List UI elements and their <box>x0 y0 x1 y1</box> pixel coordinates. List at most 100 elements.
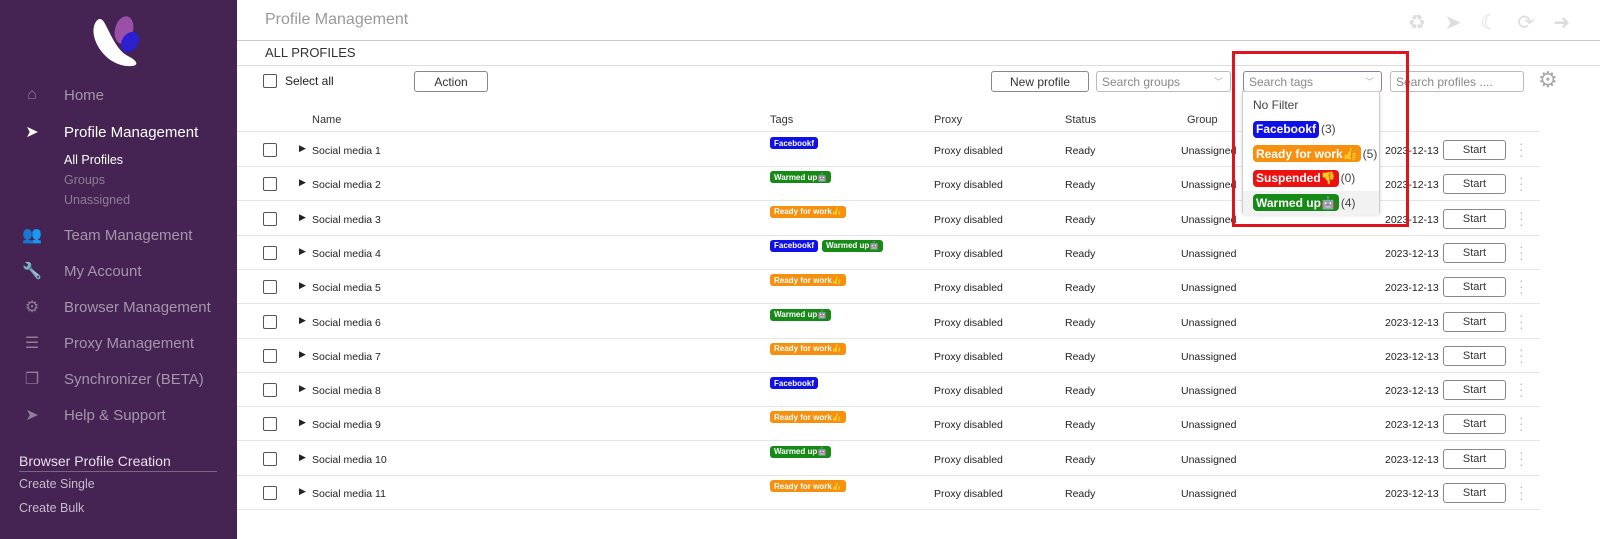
settings-gear-icon[interactable]: ⚙ <box>1538 67 1558 92</box>
start-button[interactable]: Start <box>1443 448 1506 469</box>
table-row[interactable]: ▶ Social media 5 Ready for work 👍 Proxy … <box>237 270 1540 305</box>
table-row[interactable]: ▶ Social media 9 Ready for work 👍 Proxy … <box>237 407 1540 442</box>
start-button[interactable]: Start <box>1443 380 1506 401</box>
tag-label: Warmed up <box>1256 195 1321 210</box>
search-profiles-input[interactable]: Search profiles .... <box>1390 71 1524 92</box>
sidebar-sub-groups[interactable]: Groups <box>64 173 105 187</box>
sidebar-item-label: Synchronizer (BETA) <box>64 370 204 388</box>
row-checkbox[interactable] <box>263 486 277 500</box>
profile-name: Social media 8 <box>312 385 381 398</box>
telegram-icon[interactable]: ➤ <box>1444 12 1462 34</box>
tags-cell: Ready for work 👍 <box>770 411 850 424</box>
sidebar-item-browser-management[interactable]: ⚙ Browser Management <box>0 297 211 317</box>
expand-arrow-icon[interactable]: ▶ <box>299 245 306 256</box>
expand-arrow-icon[interactable]: ▶ <box>299 417 306 428</box>
expand-arrow-icon[interactable]: ▶ <box>299 143 306 153</box>
row-checkbox[interactable] <box>263 383 277 398</box>
table-row[interactable]: ▶ Social media 4 Facebook f Warmed up 🤖 P… <box>237 236 1540 270</box>
status-cell: Ready <box>1065 282 1096 295</box>
table-row[interactable]: ▶ Social media 1 Facebook f Proxy disabl… <box>237 133 1540 167</box>
more-options-icon[interactable]: · · · <box>1519 272 1524 301</box>
more-options-icon[interactable]: · · · <box>1519 409 1524 438</box>
row-checkbox[interactable] <box>263 314 277 329</box>
table-row[interactable]: ▶ Social media 3 Ready for work 👍 Proxy … <box>237 202 1540 236</box>
create-bulk-link[interactable]: Create Bulk <box>19 501 85 515</box>
expand-arrow-icon[interactable]: ▶ <box>299 383 306 394</box>
row-checkbox[interactable] <box>263 417 277 432</box>
more-options-icon[interactable]: · · · <box>1519 478 1524 506</box>
main-content: Profile Management ♻ ➤ ☾ ⟳ ➜ ALL PROFILE… <box>237 0 1600 539</box>
column-proxy[interactable]: Proxy <box>934 114 963 126</box>
column-status[interactable]: Status <box>1065 114 1097 126</box>
dropdown-option-warmed-up[interactable]: Warmed up 🤖 (4) <box>1243 190 1379 215</box>
expand-arrow-icon[interactable]: ▶ <box>299 348 306 359</box>
create-single-link[interactable]: Create Single <box>19 477 95 491</box>
sidebar-item-help-support[interactable]: ➤ Help & Support <box>0 405 165 425</box>
expand-arrow-icon[interactable]: ▶ <box>299 177 306 188</box>
more-options-icon[interactable]: · · · <box>1519 135 1524 163</box>
start-button[interactable]: Start <box>1443 311 1506 332</box>
select-all[interactable]: Select all <box>263 74 334 88</box>
more-options-icon[interactable]: · · · <box>1519 340 1524 369</box>
row-checkbox[interactable] <box>263 143 277 157</box>
sidebar-item-synchronizer-beta-[interactable]: ❐ Synchronizer (BETA) <box>0 369 204 389</box>
row-checkbox[interactable] <box>263 245 277 260</box>
recycle-icon[interactable]: ♻ <box>1407 12 1426 34</box>
sidebar-item-proxy-management[interactable]: ☰ Proxy Management <box>0 333 194 353</box>
start-button[interactable]: Start <box>1443 345 1506 366</box>
select-all-checkbox[interactable] <box>263 74 277 88</box>
column-name[interactable]: Name <box>312 114 342 126</box>
search-groups-select[interactable]: Search groups ﹀ <box>1096 71 1231 92</box>
column-tags[interactable]: Tags <box>770 114 794 126</box>
dropdown-option-ready-for-work[interactable]: Ready for work 👍 (5) <box>1243 142 1379 166</box>
expand-arrow-icon[interactable]: ▶ <box>299 211 306 222</box>
dropdown-option-no-filter[interactable]: No Filter <box>1253 98 1299 112</box>
table-row[interactable]: ▶ Social media 11 Ready for work 👍 Proxy… <box>237 476 1540 510</box>
start-button[interactable]: Start <box>1443 414 1506 435</box>
action-button[interactable]: Action <box>414 71 488 92</box>
start-button[interactable]: Start <box>1443 174 1506 195</box>
sidebar-sub-unassigned[interactable]: Unassigned <box>64 193 131 207</box>
table-row[interactable]: ▶ Social media 6 Warmed up 🤖 Proxy disab… <box>237 305 1540 339</box>
start-button[interactable]: Start <box>1443 242 1506 263</box>
expand-arrow-icon[interactable]: ▶ <box>299 314 306 325</box>
more-options-icon[interactable]: · · · <box>1519 306 1524 335</box>
table-row[interactable]: ▶ Social media 8 Facebook f Proxy disabl… <box>237 373 1540 408</box>
table-row[interactable]: ▶ Social media 2 Warmed up 🤖 Proxy disab… <box>237 167 1540 202</box>
search-tags-select[interactable]: Search tags ﹀ <box>1243 71 1382 92</box>
more-options-icon[interactable]: · · · <box>1519 443 1524 472</box>
expand-arrow-icon[interactable]: ▶ <box>299 280 306 291</box>
sidebar-item-team-management[interactable]: 👥 Team Management <box>0 225 192 245</box>
sidebar-item-my-account[interactable]: 🔧 My Account <box>0 261 142 281</box>
tag-icon: 👍 <box>831 412 842 422</box>
logout-icon[interactable]: ➜ <box>1553 12 1570 34</box>
table-row[interactable]: ▶ Social media 7 Ready for work 👍 Proxy … <box>237 339 1540 373</box>
sidebar-item-profile-management[interactable]: ➤ Profile Management <box>0 122 198 142</box>
row-checkbox[interactable] <box>263 211 277 226</box>
column-group[interactable]: Group <box>1187 114 1218 126</box>
more-options-icon[interactable]: · · · <box>1519 203 1524 232</box>
start-button[interactable]: Start <box>1443 277 1506 298</box>
dropdown-option-suspended[interactable]: Suspended 👎 (0) <box>1243 166 1379 190</box>
row-checkbox[interactable] <box>263 451 277 466</box>
start-button[interactable]: Start <box>1443 208 1506 229</box>
sidebar-item-home[interactable]: ⌂ Home <box>0 86 104 104</box>
refresh-icon[interactable]: ⟳ <box>1517 12 1535 34</box>
app-logo <box>93 16 140 67</box>
row-checkbox[interactable] <box>263 348 277 363</box>
table-row[interactable]: ▶ Social media 10 Warmed up 🤖 Proxy disa… <box>237 442 1540 476</box>
dropdown-option-facebook[interactable]: Facebook f (3) <box>1243 117 1379 141</box>
tag-count: (0) <box>1340 171 1356 185</box>
expand-arrow-icon[interactable]: ▶ <box>299 451 306 462</box>
new-profile-button[interactable]: New profile <box>991 71 1089 92</box>
start-button[interactable]: Start <box>1443 483 1506 503</box>
row-checkbox[interactable] <box>263 177 277 192</box>
expand-arrow-icon[interactable]: ▶ <box>299 486 306 496</box>
more-options-icon[interactable]: · · · <box>1519 375 1524 404</box>
sidebar-sub-all-profiles[interactable]: All Profiles <box>64 153 124 167</box>
moon-icon[interactable]: ☾ <box>1480 12 1499 34</box>
more-options-icon[interactable]: · · · <box>1519 237 1524 266</box>
more-options-icon[interactable]: · · · <box>1519 169 1524 198</box>
row-checkbox[interactable] <box>263 280 277 295</box>
start-button[interactable]: Start <box>1443 140 1506 160</box>
